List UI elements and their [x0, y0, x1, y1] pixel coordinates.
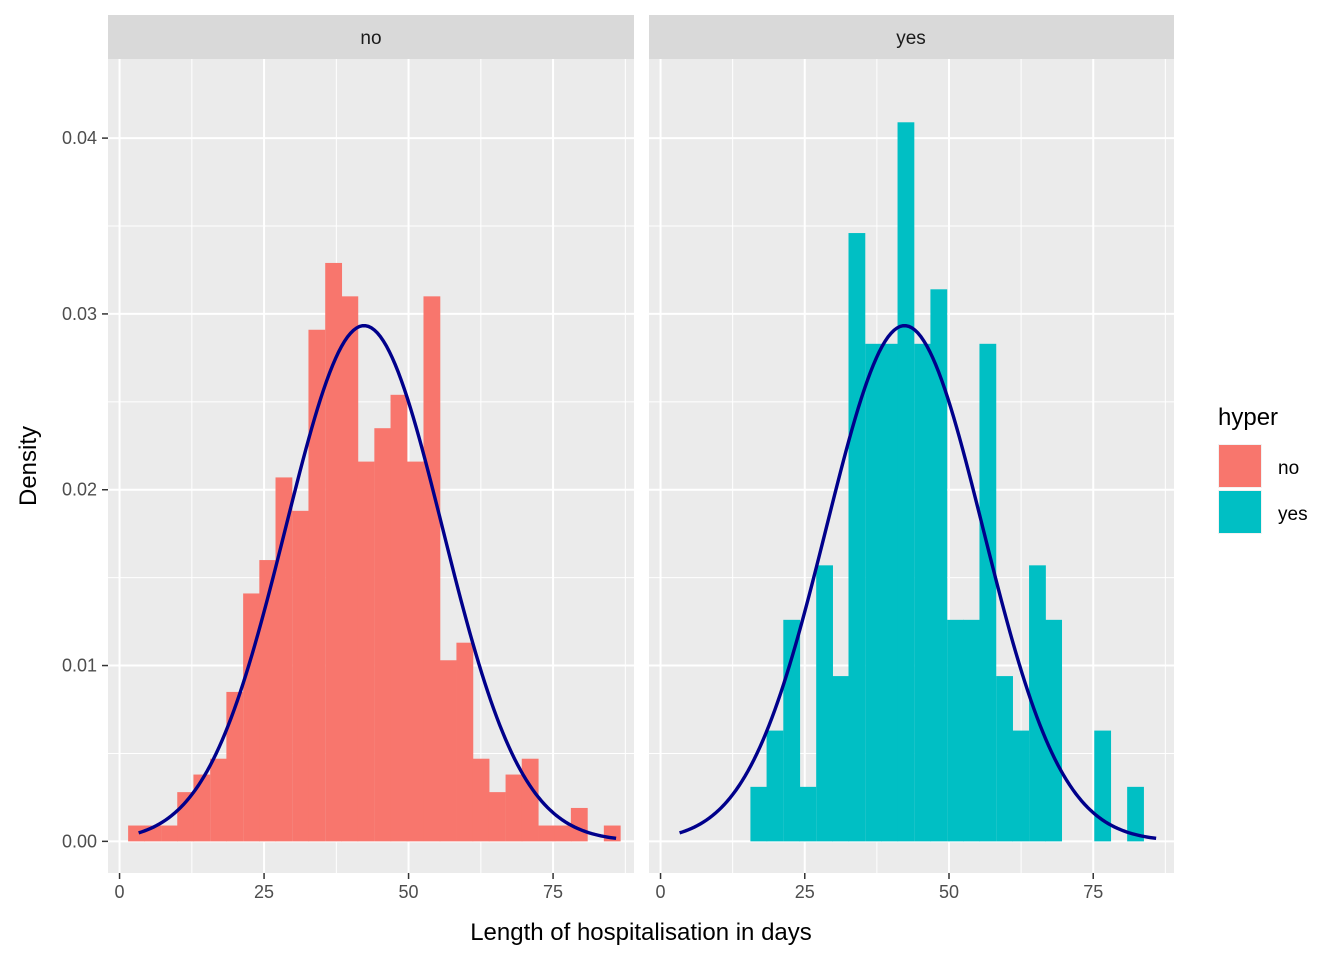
y-tick-label: 0.03	[62, 304, 97, 324]
histogram-bar	[374, 428, 392, 842]
histogram-bar	[325, 262, 343, 842]
x-tick-label: 50	[939, 882, 959, 902]
legend-label-yes: yes	[1278, 504, 1308, 525]
x-tick-label: 25	[254, 882, 274, 902]
x-axis-yes: 0 25 50 75	[656, 873, 1103, 902]
histogram-bar	[832, 676, 850, 842]
legend: hyper no yes	[1218, 404, 1308, 534]
histogram-bar	[881, 343, 899, 842]
histogram-bar	[979, 343, 997, 842]
legend-title: hyper	[1218, 404, 1278, 431]
x-axis-no: 0 25 50 75	[115, 873, 563, 902]
histogram-bar	[1127, 786, 1144, 842]
y-axis: 0.00 0.01 0.02 0.03 0.04	[62, 128, 108, 851]
histogram-bar	[243, 593, 260, 842]
histogram-bar	[259, 560, 277, 842]
histogram-bar	[947, 619, 964, 842]
x-tick-label: 75	[1083, 882, 1103, 902]
histogram-bar	[538, 825, 556, 842]
histogram-bar	[914, 343, 932, 842]
histogram-bar	[390, 394, 408, 842]
histogram-bar	[226, 691, 244, 842]
histogram-bars-yes	[750, 122, 1144, 842]
histogram-bar	[275, 477, 293, 842]
histogram-bar	[930, 289, 948, 842]
histogram-bar	[423, 296, 441, 842]
histogram-bar	[521, 758, 539, 842]
histogram-bar	[897, 122, 915, 842]
histogram-bar	[996, 676, 1013, 842]
histogram-bar	[1012, 730, 1030, 842]
histogram-bar	[505, 774, 523, 842]
histogram-bar	[570, 807, 588, 842]
histogram-bar	[488, 792, 506, 842]
x-axis-title: Length of hospitalisation in days	[470, 919, 812, 946]
histogram-bar	[766, 730, 784, 842]
histogram-bar	[1094, 730, 1112, 842]
y-tick-label: 0.04	[62, 128, 97, 148]
y-tick-label: 0.00	[62, 831, 97, 851]
y-axis-title: Density	[15, 426, 42, 506]
histogram-bar	[456, 642, 474, 842]
facet-strip-label-yes: yes	[896, 28, 926, 49]
histogram-bars-no	[128, 262, 621, 842]
x-tick-label: 0	[656, 882, 666, 902]
legend-swatch-yes	[1219, 491, 1261, 533]
histogram-bar	[439, 660, 457, 842]
x-tick-label: 0	[115, 882, 125, 902]
facet-strip-label-no: no	[360, 28, 381, 49]
histogram-bar	[799, 786, 817, 842]
histogram-bar	[1029, 565, 1046, 842]
facet-strip-yes	[649, 15, 1174, 59]
density-curve-no	[138, 324, 617, 841]
histogram-bar	[292, 510, 310, 842]
x-tick-label: 75	[543, 882, 563, 902]
histogram-bar	[193, 774, 211, 842]
legend-swatch-no	[1219, 445, 1261, 487]
histogram-bar	[1045, 619, 1063, 842]
histogram-bar	[308, 329, 326, 842]
histogram-bar	[161, 825, 178, 842]
facet-strip-no	[108, 15, 634, 59]
histogram-bar	[341, 296, 359, 842]
histogram-bar	[848, 233, 866, 842]
histogram-bar	[750, 786, 768, 842]
histogram-bar	[128, 825, 145, 842]
histogram-bar	[554, 825, 572, 842]
y-tick-label: 0.02	[62, 480, 97, 500]
density-curve-yes	[679, 324, 1157, 841]
x-tick-label: 25	[795, 882, 815, 902]
y-tick-label: 0.01	[62, 656, 97, 676]
histogram-bar	[865, 343, 883, 842]
histogram-bar	[963, 619, 981, 842]
histogram-bar	[816, 565, 833, 842]
histogram-bar	[357, 461, 375, 842]
histogram-bar	[210, 758, 228, 842]
legend-label-no: no	[1278, 458, 1299, 479]
histogram-bar	[472, 758, 490, 842]
histogram-bar	[406, 461, 424, 842]
x-tick-label: 50	[399, 882, 419, 902]
